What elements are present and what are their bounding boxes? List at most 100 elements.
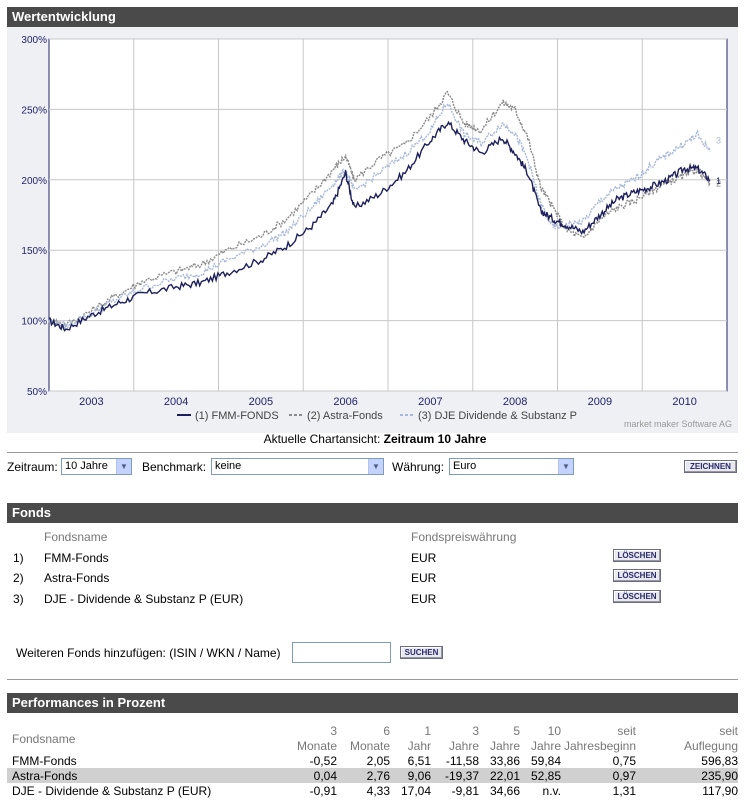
value-6m: 2,05 [366, 754, 390, 768]
loeschen-button[interactable]: LÖSCHEN [613, 590, 661, 603]
value-5j: 34,66 [489, 784, 520, 798]
y-axis-ticks: 300% 250% 200% 150% 100% 50% [21, 35, 47, 398]
section-header-wertentwicklung: Wertentwicklung [7, 7, 738, 27]
zeichnen-button[interactable]: ZEICHNEN [684, 460, 737, 473]
col-auflegung-bottom: Auflegung [683, 739, 738, 753]
value-10j: 59,84 [530, 754, 561, 768]
x-tick-label: 2008 [503, 396, 527, 408]
col-3j-bottom: Jahre [448, 739, 479, 753]
fund-name: FMM-Fonds [12, 754, 77, 768]
zeitraum-value: 10 Jahre [65, 460, 108, 472]
x-tick-label: 2007 [418, 396, 442, 408]
chevron-down-icon[interactable]: ▼ [558, 459, 573, 474]
col-3m-bottom: Monate [296, 739, 337, 753]
zeitraum-label: Zeitraum: [7, 460, 58, 474]
series-line-2 [48, 90, 711, 329]
table-row: 1) FMM-Fonds EUR LÖSCHEN [7, 548, 738, 568]
divider [7, 679, 738, 680]
x-tick-label: 2005 [249, 396, 273, 408]
benchmark-label: Benchmark: [142, 460, 207, 474]
series-end-marker: 1 [716, 176, 721, 186]
fonds-table-header: Fondsname Fondspreiswährung [7, 527, 738, 547]
legend-label: (1) FMM-FONDS [195, 410, 279, 422]
col-1j-top: 1 [424, 724, 431, 738]
value-3j: -9,81 [451, 784, 479, 798]
y-tick-label: 50% [27, 387, 47, 398]
col-ytd-bottom: Jahresbeginn [563, 739, 636, 753]
y-tick-label: 150% [21, 246, 47, 257]
series-end-marker: 2 [716, 179, 721, 189]
value-ytd: 1,31 [612, 784, 636, 798]
fund-name: Astra-Fonds [12, 769, 78, 783]
value-3j: -19,37 [444, 769, 479, 783]
y-tick-label: 250% [21, 105, 47, 116]
row-index: 2) [13, 571, 24, 585]
series-line-1 [48, 120, 711, 332]
value-3m: -0,91 [309, 784, 337, 798]
chart-legend: (1) FMM-FONDS (2) Astra-Fonds (3) DJE Divi… [177, 410, 577, 422]
zeitraum-select[interactable]: 10 Jahre ▼ [61, 458, 132, 475]
col-ytd-top: seit [617, 724, 636, 738]
value-auflegung: 117,90 [702, 784, 738, 798]
y-tick-label: 100% [21, 317, 47, 328]
chevron-down-icon[interactable]: ▼ [368, 459, 383, 474]
fund-name: DJE - Dividende & Substanz P (EUR) [44, 592, 244, 606]
chart-caption-prefix: Aktuelle Chartansicht: [263, 432, 381, 446]
value-1j: 17,04 [400, 784, 431, 798]
loeschen-button[interactable]: LÖSCHEN [613, 549, 661, 562]
waehrung-value: Euro [453, 460, 477, 472]
col-fondsname: Fondsname [44, 530, 108, 544]
fund-currency: EUR [411, 551, 437, 565]
col-3j-top: 3 [472, 724, 479, 738]
col-auflegung-top: seit [719, 724, 738, 738]
fund-name: FMM-Fonds [44, 551, 109, 565]
x-tick-label: 2010 [672, 396, 696, 408]
series-end-marker: 3 [716, 136, 721, 146]
row-index: 1) [13, 551, 24, 565]
value-auflegung: 235,90 [701, 769, 738, 783]
x-tick-label: 2004 [164, 396, 188, 408]
performance-chart: 300% 250% 200% 150% 100% 50% 2003 2004 2005 2006… [7, 27, 738, 433]
benchmark-select[interactable]: keine ▼ [211, 458, 384, 475]
col-6m-bottom: Monate [349, 739, 390, 753]
waehrung-select[interactable]: Euro ▼ [449, 458, 574, 475]
value-6m: 2,76 [366, 769, 390, 783]
value-3j: -11,58 [445, 754, 479, 768]
benchmark-value: keine [215, 460, 242, 472]
fund-currency: EUR [411, 571, 437, 585]
value-5j: 33,86 [489, 754, 520, 768]
fund-name: Astra-Fonds [44, 571, 110, 585]
add-fund-input[interactable] [292, 642, 391, 663]
chevron-down-icon[interactable]: ▼ [116, 459, 131, 474]
fund-currency: EUR [411, 592, 437, 606]
value-10j: n.v. [542, 784, 561, 798]
y-tick-label: 300% [21, 35, 47, 46]
value-1j: 6,51 [407, 754, 431, 768]
section-header-fonds: Fonds [7, 503, 738, 523]
value-ytd: 0,97 [612, 769, 636, 783]
value-5j: 22,01 [489, 769, 520, 783]
chart-credit: market maker Software AG [623, 419, 732, 429]
value-1j: 9,06 [407, 769, 431, 783]
chart-caption: Aktuelle Chartansicht: Zeitraum 10 Jahre [0, 432, 750, 446]
table-row: 2) Astra-Fonds EUR LÖSCHEN [7, 568, 738, 588]
chart-controls: Zeitraum: 10 Jahre ▼ Benchmark: keine ▼ … [7, 458, 738, 476]
col-5j-top: 5 [513, 724, 520, 738]
x-axis-ticks: 2003 2004 2005 2006 2007 2008 2009 2010 [79, 396, 697, 408]
col-6m-top: 6 [383, 724, 390, 738]
x-tick-label: 2003 [79, 396, 103, 408]
suchen-button[interactable]: SUCHEN [400, 646, 443, 659]
value-3m: -0,52 [309, 754, 337, 768]
col-3m-top: 3 [330, 724, 337, 738]
legend-label: (2) Astra-Fonds [307, 410, 383, 422]
row-index: 3) [13, 592, 24, 606]
loeschen-button[interactable]: LÖSCHEN [613, 569, 661, 582]
value-ytd: 0,75 [612, 754, 636, 768]
section-header-performances: Performances in Prozent [7, 693, 738, 713]
divider [7, 452, 738, 453]
col-5j-bottom: Jahre [489, 739, 520, 753]
fund-name: DJE - Dividende & Substanz P (EUR) [12, 784, 212, 798]
x-tick-label: 2006 [333, 396, 357, 408]
legend-label: (3) DJE Dividende & Substanz P [418, 410, 577, 422]
col-10j-top: 10 [547, 724, 561, 738]
